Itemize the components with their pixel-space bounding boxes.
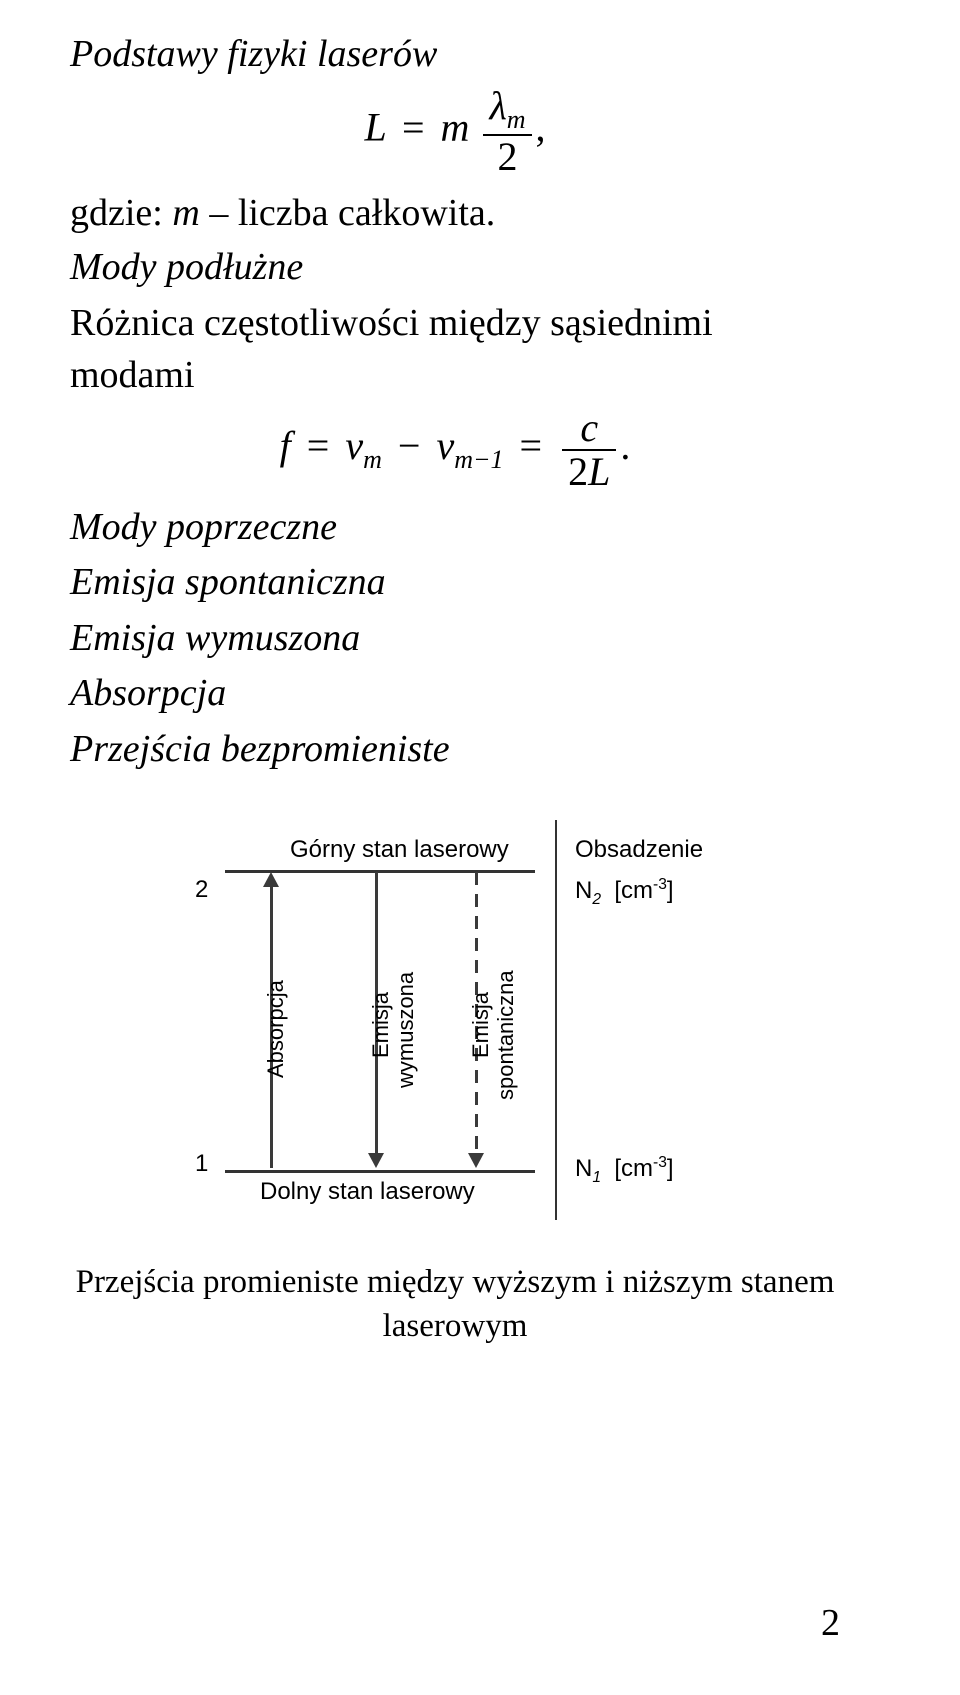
label-dolny-stan: Dolny stan laserowy — [260, 1178, 475, 1206]
label-n2: N2 [cm-3] — [575, 876, 674, 909]
page-title: Podstawy fizyki laserów — [70, 30, 840, 79]
heading-emisja-wym: Emisja wymuszona — [70, 614, 840, 663]
label-level-2: 2 — [195, 876, 208, 904]
vlabel-spontaniczna: spontaniczna — [493, 970, 519, 1100]
vlabel-absorpcja: Absorpcja — [263, 980, 289, 1078]
heading-przejscia: Przejścia bezpromieniste — [70, 725, 840, 774]
vlabel-emisja-2: Emisja — [468, 992, 494, 1058]
energy-level-diagram: Górny stan laserowy 2 1 Dolny stan laser… — [155, 800, 755, 1240]
page-number: 2 — [821, 1601, 840, 1645]
text-roznica: Różnica częstotliwości między sąsiednimi… — [70, 298, 840, 401]
label-level-1: 1 — [195, 1150, 208, 1178]
definition-m: gdzie: m – liczba całkowita. — [70, 188, 840, 239]
divider-line — [555, 820, 557, 1220]
heading-absorpcja: Absorpcja — [70, 669, 840, 718]
arrow-absorpcja-head — [263, 872, 279, 887]
label-n1: N1 [cm-3] — [575, 1154, 674, 1187]
arrow-wymuszona-head — [368, 1153, 384, 1168]
heading-emisja-spont: Emisja spontaniczna — [70, 558, 840, 607]
heading-mody-poprzeczne: Mody poprzeczne — [70, 503, 840, 552]
label-gorny-stan: Górny stan laserowy — [290, 836, 509, 864]
vlabel-emisja-1: Emisja — [368, 992, 394, 1058]
heading-mody-podluzne: Mody podłużne — [70, 243, 840, 292]
vlabel-wymuszona: wymuszona — [393, 972, 419, 1088]
lower-level-line — [225, 1170, 535, 1173]
formula-mode-spacing: f = νm − νm−1 = c 2L . — [70, 407, 840, 493]
formula-cavity-length: L = m λm 2 , — [70, 85, 840, 177]
arrow-spontaniczna-head — [468, 1153, 484, 1168]
label-obsadzenie: Obsadzenie — [575, 836, 703, 864]
figure-caption: Przejścia promieniste między wyższym i n… — [70, 1260, 840, 1349]
